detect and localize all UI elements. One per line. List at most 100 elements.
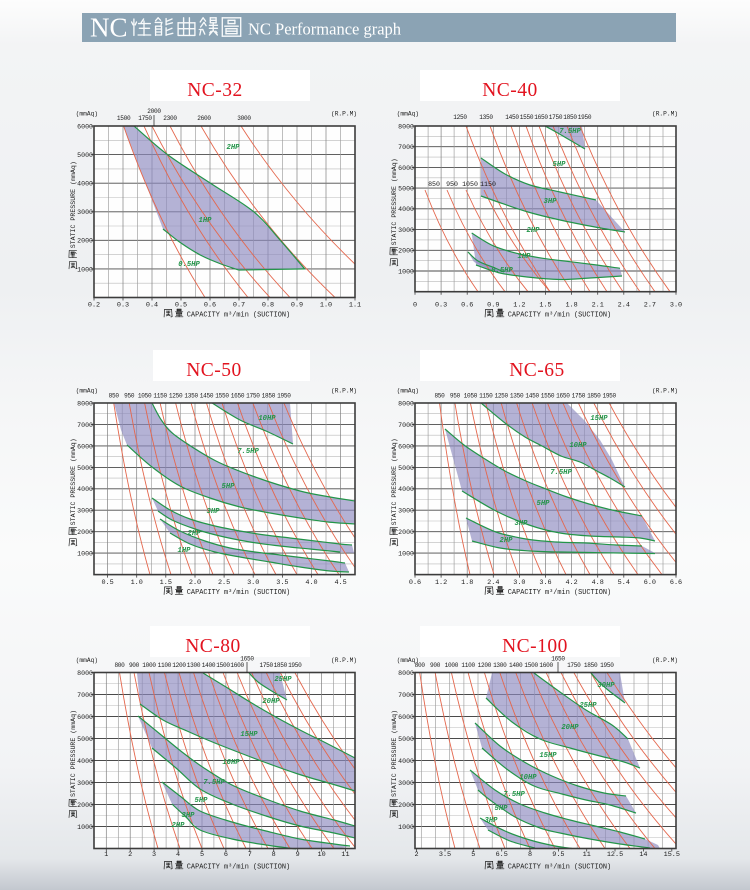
svg-text:5HP: 5HP	[553, 161, 567, 169]
svg-text:1750: 1750	[567, 662, 581, 669]
svg-text:6.6: 6.6	[670, 579, 682, 587]
svg-text:15.5: 15.5	[664, 851, 680, 859]
svg-text:5000: 5000	[398, 736, 414, 743]
svg-text:7.5HP: 7.5HP	[559, 128, 581, 136]
svg-text:4.5: 4.5	[334, 579, 346, 587]
svg-text:4000: 4000	[77, 181, 93, 188]
svg-text:11: 11	[341, 851, 349, 859]
svg-text:9: 9	[296, 851, 300, 859]
svg-text:1550: 1550	[541, 393, 555, 400]
svg-text:CAPACITY m³/min (SUCTION): CAPACITY m³/min (SUCTION)	[508, 589, 611, 597]
svg-text:7000: 7000	[77, 692, 93, 699]
svg-text:1050: 1050	[462, 181, 478, 188]
svg-text:NC-100: NC-100	[502, 636, 568, 657]
svg-text:NC: NC	[90, 13, 128, 43]
svg-text:1250: 1250	[169, 393, 183, 400]
svg-text:0.5: 0.5	[101, 579, 113, 587]
svg-text:1950: 1950	[602, 393, 616, 400]
svg-text:6000: 6000	[398, 443, 414, 450]
svg-text:3000: 3000	[398, 227, 414, 234]
svg-text:4.0: 4.0	[305, 579, 317, 587]
svg-text:1HP: 1HP	[518, 253, 532, 261]
svg-text:1550: 1550	[215, 393, 229, 400]
svg-text:7.5HP: 7.5HP	[237, 448, 259, 456]
svg-text:1.2: 1.2	[435, 579, 447, 587]
svg-text:1.0: 1.0	[131, 579, 143, 587]
svg-text:7.5HP: 7.5HP	[203, 779, 225, 787]
svg-text:1.8: 1.8	[461, 579, 473, 587]
svg-text:950: 950	[124, 393, 135, 400]
svg-text:CAPACITY m³/min (SUCTION): CAPACITY m³/min (SUCTION)	[187, 864, 290, 872]
svg-text:5000: 5000	[398, 465, 414, 472]
svg-text:900: 900	[129, 662, 140, 669]
svg-text:3HP: 3HP	[485, 817, 499, 825]
svg-text:2000: 2000	[398, 802, 414, 809]
svg-text:0.5: 0.5	[175, 302, 187, 310]
svg-text:STATIC PRESSURE (mmAq): STATIC PRESSURE (mmAq)	[70, 438, 77, 525]
svg-text:5HP: 5HP	[537, 500, 551, 508]
svg-text:1750: 1750	[246, 393, 260, 400]
svg-text:12.5: 12.5	[607, 851, 623, 859]
svg-text:2300: 2300	[163, 115, 177, 122]
svg-text:8000: 8000	[398, 670, 414, 677]
svg-text:STATIC PRESSURE (mmAq): STATIC PRESSURE (mmAq)	[70, 161, 77, 248]
svg-text:1.0: 1.0	[320, 302, 332, 310]
svg-text:1750: 1750	[549, 114, 563, 121]
svg-text:(mmAq): (mmAq)	[397, 111, 419, 118]
svg-text:1950: 1950	[578, 114, 592, 121]
svg-text:0: 0	[413, 302, 417, 310]
svg-text:2000: 2000	[398, 529, 414, 536]
svg-text:(mmAq): (mmAq)	[76, 111, 98, 118]
svg-text:(R.P.M): (R.P.M)	[331, 388, 357, 395]
svg-text:1100: 1100	[158, 662, 172, 669]
svg-text:5000: 5000	[77, 736, 93, 743]
svg-text:3.0: 3.0	[247, 579, 259, 587]
svg-text:1500: 1500	[117, 115, 131, 122]
svg-text:5: 5	[471, 851, 475, 859]
svg-text:1150: 1150	[480, 181, 496, 188]
svg-text:1600: 1600	[230, 662, 244, 669]
svg-text:4000: 4000	[77, 758, 93, 765]
svg-text:6.5: 6.5	[496, 851, 508, 859]
svg-text:9.5: 9.5	[552, 851, 564, 859]
svg-text:15HP: 15HP	[539, 752, 557, 760]
svg-text:1000: 1000	[77, 266, 93, 273]
svg-text:1050: 1050	[464, 393, 478, 400]
svg-text:10: 10	[318, 851, 326, 859]
svg-text:7000: 7000	[398, 692, 414, 699]
svg-text:1350: 1350	[184, 393, 198, 400]
svg-text:NC-80: NC-80	[185, 636, 241, 657]
svg-text:800: 800	[114, 662, 125, 669]
svg-text:1850: 1850	[587, 393, 601, 400]
svg-text:0.4: 0.4	[146, 302, 158, 310]
svg-text:4000: 4000	[398, 758, 414, 765]
svg-text:1.2: 1.2	[513, 302, 525, 310]
svg-text:0.6: 0.6	[204, 302, 216, 310]
svg-text:4.8: 4.8	[592, 579, 604, 587]
svg-text:1000: 1000	[445, 662, 459, 669]
svg-text:5000: 5000	[77, 465, 93, 472]
svg-text:3.6: 3.6	[539, 579, 551, 587]
svg-text:1850: 1850	[262, 393, 276, 400]
svg-text:1850: 1850	[274, 662, 288, 669]
svg-text:1300: 1300	[493, 662, 507, 669]
svg-text:1350: 1350	[479, 114, 493, 121]
svg-text:1000: 1000	[398, 268, 414, 275]
svg-text:3.5: 3.5	[276, 579, 288, 587]
svg-text:0.6: 0.6	[461, 302, 473, 310]
svg-text:NC-50: NC-50	[186, 360, 242, 381]
svg-text:1750: 1750	[259, 662, 273, 669]
svg-text:1000: 1000	[398, 824, 414, 831]
svg-text:1HP: 1HP	[199, 217, 213, 225]
svg-text:0.7: 0.7	[233, 302, 245, 310]
svg-text:2.4: 2.4	[487, 579, 499, 587]
svg-text:(mmAq): (mmAq)	[76, 388, 98, 395]
svg-text:5HP: 5HP	[495, 805, 509, 813]
svg-text:5HP: 5HP	[222, 483, 236, 491]
svg-text:2HP: 2HP	[172, 822, 186, 830]
svg-text:4: 4	[176, 851, 180, 859]
svg-text:2HP: 2HP	[527, 227, 541, 235]
svg-text:1200: 1200	[172, 662, 186, 669]
svg-text:950: 950	[446, 181, 458, 188]
svg-text:2000: 2000	[77, 529, 93, 536]
